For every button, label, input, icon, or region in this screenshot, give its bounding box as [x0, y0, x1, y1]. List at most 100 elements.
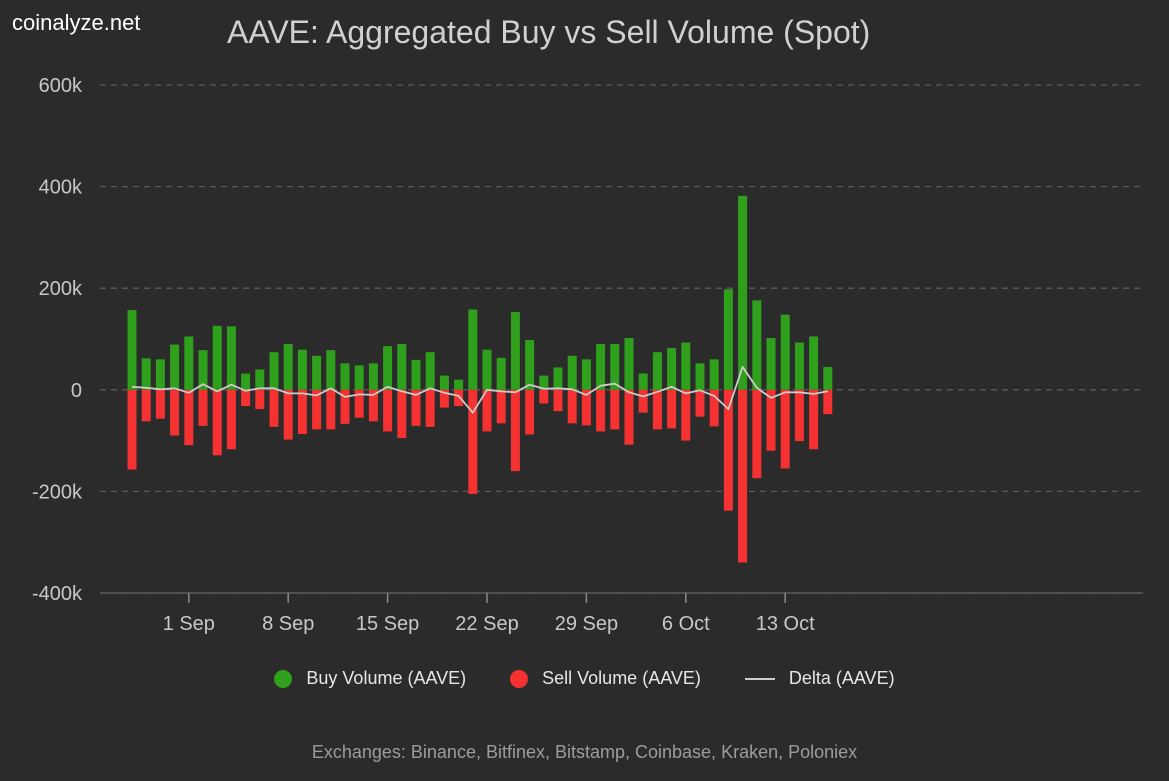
- legend-delta[interactable]: Delta (AAVE): [744, 668, 895, 689]
- buy-bar: [141, 358, 151, 390]
- sell-bar: [510, 389, 520, 472]
- buy-bar: [638, 373, 648, 390]
- buy-bar: [340, 363, 350, 390]
- buy-bar: [652, 352, 662, 390]
- buy-bar: [766, 337, 776, 390]
- sell-bar: [809, 389, 819, 450]
- sell-bar: [752, 389, 762, 479]
- sell-bar: [695, 389, 705, 417]
- buy-dot-icon: [274, 669, 293, 688]
- x-tick-label: 29 Sep: [555, 613, 618, 635]
- buy-bar: [312, 355, 322, 390]
- buy-bar: [425, 352, 435, 390]
- buy-bar: [525, 340, 535, 390]
- sell-bar: [468, 389, 478, 494]
- buy-bar: [368, 363, 378, 390]
- brand-logo: coinalyze.net: [12, 10, 141, 35]
- legend-sell[interactable]: Sell Volume (AAVE): [510, 668, 701, 689]
- buy-bar: [241, 373, 251, 390]
- y-tick-label: 600k: [39, 75, 83, 97]
- sell-bar: [553, 389, 563, 412]
- buy-bar: [354, 365, 364, 390]
- buy-bar: [397, 344, 407, 390]
- exchanges-footer: Exchanges: Binance, Bitfinex, Bitstamp, …: [311, 742, 858, 762]
- delta-line-icon: [744, 677, 775, 680]
- y-tick-label: -400k: [32, 583, 83, 605]
- buy-bar: [439, 375, 449, 390]
- x-tick-label: 22 Sep: [455, 613, 518, 635]
- y-tick-label: 200k: [39, 278, 83, 300]
- sell-bar: [567, 389, 577, 424]
- buy-bar: [695, 363, 705, 390]
- sell-bar: [539, 389, 549, 404]
- buy-bar: [198, 350, 208, 390]
- sell-bar: [581, 389, 591, 426]
- buy-bar: [667, 348, 677, 390]
- sell-bar: [596, 389, 606, 432]
- sell-bar: [269, 389, 279, 427]
- buy-bar: [681, 342, 691, 390]
- buy-bar: [155, 359, 165, 390]
- buy-bar: [383, 346, 393, 390]
- sell-bar: [681, 389, 691, 441]
- sell-bar: [383, 389, 393, 432]
- sell-bar: [766, 389, 776, 451]
- sell-bar: [283, 389, 293, 440]
- delta-line: [131, 365, 828, 414]
- sell-bar: [638, 389, 648, 413]
- buy-bar: [283, 344, 293, 390]
- delta-line-group: [131, 365, 828, 414]
- sell-bar: [610, 389, 620, 430]
- buy-bar: [581, 359, 591, 390]
- sell-bar: [354, 389, 364, 418]
- buy-bar: [510, 312, 520, 390]
- buy-bar: [553, 367, 563, 390]
- sell-bar: [411, 389, 421, 426]
- buy-bar: [212, 325, 222, 390]
- buy-bar: [567, 355, 577, 390]
- legend-buy-label: Buy Volume (AAVE): [306, 668, 467, 688]
- y-tick-label: 0: [71, 380, 82, 402]
- sell-bar: [184, 389, 194, 446]
- buy-bar: [255, 369, 265, 390]
- sell-bar: [141, 389, 151, 422]
- buy-bar: [752, 300, 762, 390]
- sell-bar: [127, 389, 137, 470]
- y-tick-label: -200k: [32, 481, 83, 503]
- buy-bar: [610, 344, 620, 390]
- buy-bar: [794, 342, 804, 390]
- buy-bar: [454, 379, 464, 390]
- buy-bar: [184, 336, 194, 390]
- sell-bar: [823, 389, 833, 415]
- sell-bar: [525, 389, 535, 435]
- x-tick-label: 15 Sep: [356, 613, 419, 635]
- buy-bar: [624, 337, 634, 390]
- buy-bar: [127, 310, 137, 390]
- sell-bar: [212, 389, 222, 456]
- legend-buy[interactable]: Buy Volume (AAVE): [274, 668, 466, 689]
- sell-bar: [439, 389, 449, 408]
- buy-bar: [780, 314, 790, 390]
- sell-bar: [425, 389, 435, 427]
- sell-bar: [709, 389, 719, 427]
- sell-bar: [624, 389, 634, 445]
- buy-bar: [723, 289, 733, 390]
- sell-bar: [397, 389, 407, 439]
- sell-bar: [312, 389, 322, 430]
- legend: Buy Volume (AAVE) Sell Volume (AAVE) Del…: [0, 668, 1169, 689]
- sell-dot-icon: [510, 669, 529, 688]
- buy-bar: [596, 344, 606, 390]
- buy-bar: [809, 336, 819, 390]
- buy-bar: [170, 344, 180, 390]
- buy-bar: [269, 352, 279, 390]
- x-tick-label: 1 Sep: [163, 613, 215, 635]
- sell-bar: [226, 389, 236, 450]
- buy-bar: [539, 375, 549, 390]
- sell-bar: [738, 389, 748, 563]
- sell-bar: [794, 389, 804, 442]
- buy-bar: [709, 359, 719, 390]
- sell-bar: [496, 389, 506, 424]
- sell-bar: [723, 389, 733, 511]
- sell-bar: [155, 389, 165, 419]
